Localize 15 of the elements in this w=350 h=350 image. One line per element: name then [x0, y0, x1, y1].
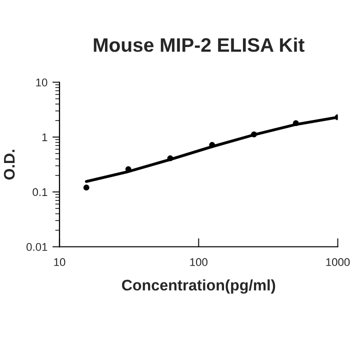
x-tick-label: 1000: [326, 258, 350, 266]
y-tick-label: 10: [36, 78, 48, 86]
y-tick-label: 0.01: [26, 243, 48, 251]
point: [209, 142, 216, 148]
point: [167, 155, 174, 162]
x-tick-label: 100: [190, 258, 208, 266]
point: [251, 131, 257, 138]
x-tick-label: 10: [54, 258, 66, 266]
y-tick-label: 1: [42, 133, 48, 142]
y-axis-title: O.D.: [4, 150, 15, 180]
chart-title: Mouse MIP-2 ELISA Kit: [94, 38, 304, 52]
x-axis-title: Concentration(pg/ml): [122, 279, 276, 294]
point: [83, 184, 90, 191]
point: [292, 120, 299, 126]
y-tick-label: 0.1: [32, 188, 48, 196]
